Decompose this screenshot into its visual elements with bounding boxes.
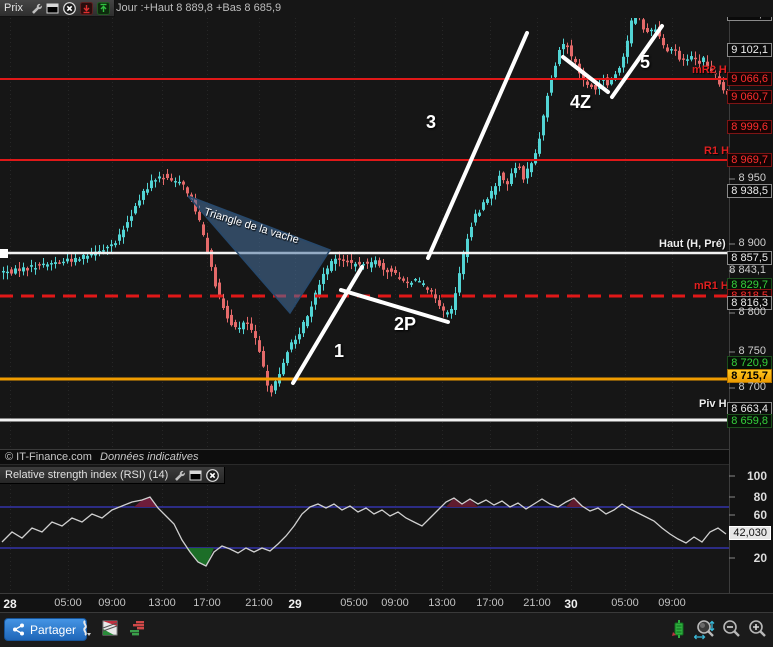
price-axis-label: 8 857,5 xyxy=(727,251,772,265)
window-icon[interactable] xyxy=(46,2,59,15)
time-axis-label: 09:00 xyxy=(658,597,686,609)
price-panel-title: Prix xyxy=(4,2,23,14)
price-axis-label: 8 800 xyxy=(738,306,766,318)
time-axis-label: 21:00 xyxy=(523,597,551,609)
time-axis-label: 29 xyxy=(288,597,302,611)
price-axis-label: 8 720,9 xyxy=(727,356,772,370)
time-axis-label: 05:00 xyxy=(54,597,82,609)
time-axis-label: 30 xyxy=(564,597,578,611)
wave-annotation[interactable]: 2P xyxy=(394,314,417,334)
rsi-close-icon[interactable] xyxy=(206,468,220,482)
price-chart-area[interactable] xyxy=(0,18,729,448)
level-label[interactable]: R1 H xyxy=(704,145,730,157)
time-axis-label: 09:00 xyxy=(381,597,409,609)
price-up-icon[interactable] xyxy=(96,1,110,15)
rsi-chart-area[interactable] xyxy=(0,484,729,592)
price-axis-label: 8 663,4 xyxy=(727,402,772,416)
price-axis-label: 8 938,5 xyxy=(727,184,772,198)
share-button[interactable]: Partager xyxy=(4,618,88,641)
rsi-current-value: 42,030 xyxy=(729,526,771,540)
price-down-icon[interactable] xyxy=(79,1,93,15)
price-header-toolbar: Prix xyxy=(0,0,115,17)
settings-wrench-icon[interactable] xyxy=(29,2,42,15)
wave-annotation[interactable]: 1 xyxy=(334,341,345,361)
level-label[interactable]: Piv H xyxy=(699,398,727,410)
level-label[interactable]: Haut (H, Pré) xyxy=(659,238,726,250)
time-axis-label: 13:00 xyxy=(428,597,456,609)
price-axis-label: 8 750 xyxy=(738,345,766,357)
close-icon[interactable] xyxy=(63,1,76,15)
price-axis-label: 8 999,6 xyxy=(727,120,772,134)
data-notice: Données indicatives xyxy=(100,451,199,463)
share-icon xyxy=(13,623,24,636)
price-axis-label: 8 969,7 xyxy=(727,153,772,167)
rsi-axis-label: 20 xyxy=(753,551,767,565)
wave-annotation[interactable]: 3 xyxy=(426,112,437,132)
cursor-style-icon[interactable] xyxy=(76,619,94,639)
price-axis-label: 9 066,6 xyxy=(727,72,772,86)
rsi-window-icon[interactable] xyxy=(189,469,202,482)
zoom-out-icon[interactable] xyxy=(722,619,740,639)
time-axis-label: 05:00 xyxy=(611,597,639,609)
time-axis-label: 05:00 xyxy=(340,597,368,609)
footer-toolbar: Partager ◄ ≡ ► xyxy=(0,612,773,647)
level-label[interactable]: mR2 H xyxy=(692,64,727,76)
chart-layers-icon[interactable] xyxy=(102,619,120,639)
order-edit-icon[interactable] xyxy=(670,619,688,639)
price-axis-label: 8 715,7 xyxy=(727,369,772,383)
day-high-low-stats: Jour :+Haut 8 889,8 +Bas 8 685,9 xyxy=(116,2,282,14)
volume-bars-icon[interactable] xyxy=(128,619,146,639)
price-axis-label: 9 102,1 xyxy=(727,43,772,57)
rsi-axis-label: 60 xyxy=(753,508,767,522)
data-provider: © IT-Finance.com xyxy=(5,451,92,463)
wave-annotation[interactable]: 5 xyxy=(640,52,651,72)
price-axis-label: 8 700 xyxy=(738,381,766,393)
time-axis[interactable]: 28 05:00 09:00 13:00 17:00 21:00 29 05:00 09:00 1… xyxy=(0,593,773,612)
share-button-label: Partager xyxy=(30,622,77,637)
price-axis-label: 9 060,7 xyxy=(727,90,772,104)
level-label[interactable]: mR1 H xyxy=(694,280,729,292)
time-axis-label: 17:00 xyxy=(193,597,221,609)
copyright-bar: © IT-Finance.com Données indicatives xyxy=(0,449,729,465)
rsi-settings-wrench-icon[interactable] xyxy=(172,469,186,482)
price-axis-label: 8 950 xyxy=(738,172,766,184)
rsi-axis-label: 100 xyxy=(746,469,767,483)
zoom-fit-icon[interactable] xyxy=(693,619,716,640)
price-axis-label: 8 900 xyxy=(738,237,766,249)
time-axis-label: 28 xyxy=(3,597,17,611)
rsi-axis-label: 80 xyxy=(753,490,767,504)
rsi-panel-title: Relative strength index (RSI) (14) xyxy=(5,469,169,481)
time-axis-label: 09:00 xyxy=(98,597,126,609)
time-axis-label: 17:00 xyxy=(476,597,504,609)
zoom-in-icon[interactable] xyxy=(748,619,766,639)
price-panel-header: Prix Jour :+Haut 8 889,8 +Bas 8 685,9 xyxy=(0,0,773,17)
price-axis-label: 8 816,3 xyxy=(727,296,772,310)
rsi-panel-header: Relative strength index (RSI) (14) xyxy=(0,467,226,484)
time-axis-label: 13:00 xyxy=(148,597,176,609)
price-axis-label: 8 659,8 xyxy=(727,414,772,428)
price-axis-label: 8 843,1 xyxy=(729,264,766,276)
time-axis-label: 21:00 xyxy=(245,597,273,609)
wave-annotation[interactable]: 4Z xyxy=(570,92,592,112)
